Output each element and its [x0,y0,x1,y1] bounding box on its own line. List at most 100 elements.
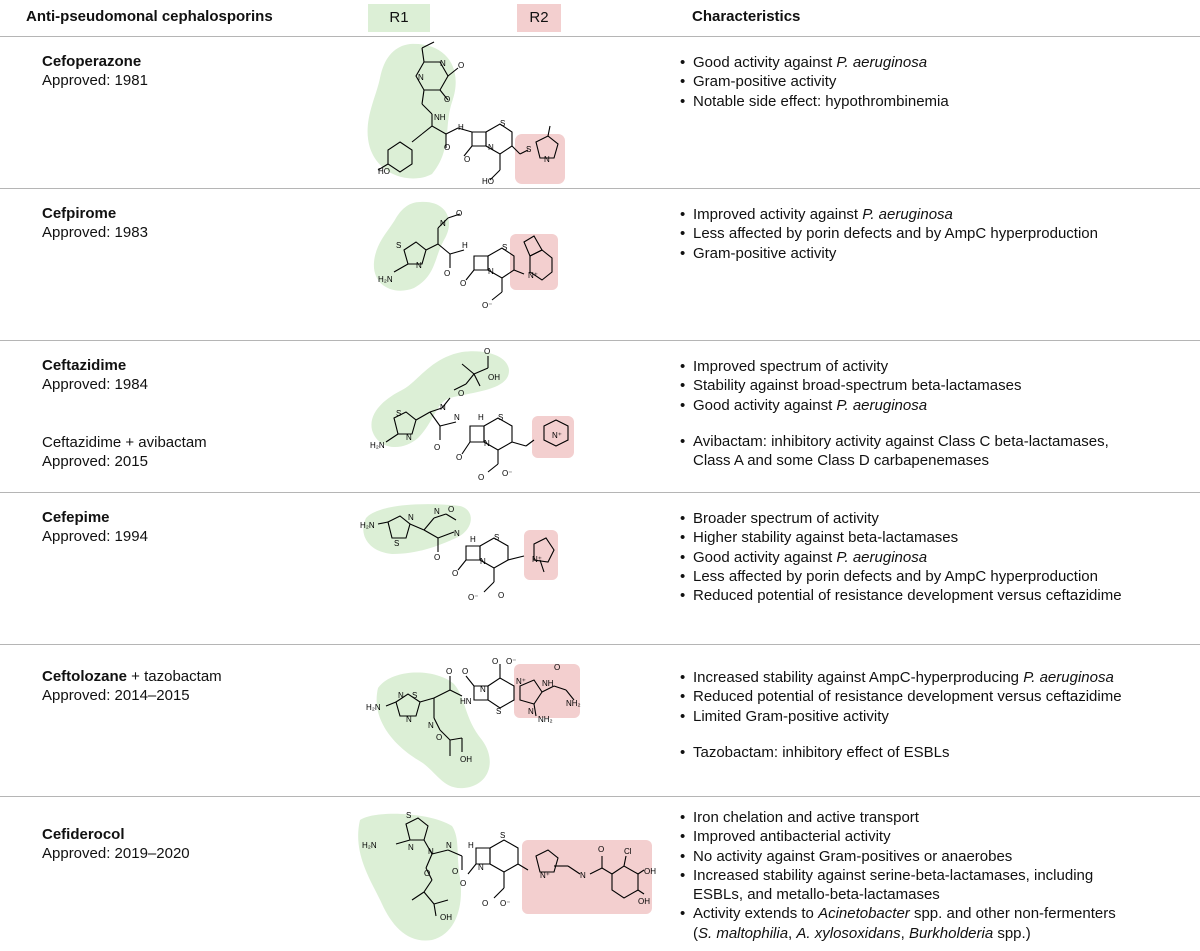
svg-text:HN: HN [460,697,472,706]
list-item: Increased stability against AmpC-hyperpr… [680,668,1122,688]
list-item: Tazobactam: inhibitory effect of ESBLs [680,743,1122,763]
column-header-characteristics: Characteristics [692,8,801,25]
approval-year: Approved: 1994 [42,528,148,545]
list-item: Stability against broad-spectrum beta-la… [680,376,1109,396]
svg-text:HO: HO [482,177,494,186]
svg-text:O: O [458,61,464,70]
svg-text:NH: NH [434,113,446,122]
characteristics-list: Improved activity against P. aeruginosa … [680,205,1098,263]
drug-name: Cefiderocol [42,826,125,843]
list-item: Higher stability against beta-lactamases [680,528,1122,548]
list-item: Improved activity against P. aeruginosa [680,205,1098,225]
list-item: Reduced potential of resistance developm… [680,687,1122,707]
characteristics-list: Broader spectrum of activity Higher stab… [680,509,1122,606]
svg-text:N: N [480,557,486,566]
svg-text:O: O [464,155,470,164]
svg-text:N: N [408,843,414,852]
svg-text:N: N [406,433,412,442]
svg-text:O: O [452,867,458,876]
svg-text:O: O [456,453,462,462]
list-item: No activity against Gram-positives or an… [680,847,1116,867]
drug-name: Cefoperazone [42,53,142,70]
svg-text:H₂N: H₂N [362,841,377,850]
list-item: Less affected by porin defects and by Am… [680,224,1098,244]
svg-text:O: O [554,663,560,672]
svg-text:NH₂: NH₂ [538,715,553,724]
table-row-cefpirome: Cefpirome Approved: 1983 S N H₂N N O O H N S… [0,188,1200,340]
svg-text:S: S [396,241,401,250]
svg-text:O: O [458,389,464,398]
svg-text:O: O [444,143,450,152]
row-divider [0,36,1200,37]
svg-text:O: O [436,733,442,742]
svg-text:N: N [446,841,452,850]
characteristics-list: Improved spectrum of activity Stability … [680,357,1109,470]
svg-text:N: N [418,73,424,82]
table-row-cefiderocol: Cefiderocol Approved: 2019–2020 [0,796,1200,951]
list-item: Iron chelation and active transport [680,808,1116,828]
table-row-cefoperazone: Cefoperazone Approved: 1981 N N O [0,36,1200,188]
svg-text:O: O [478,473,484,482]
svg-text:S: S [500,831,505,840]
table-row-ceftolozane: Ceftolozane + tazobactam Approved: 2014–… [0,644,1200,796]
list-item: Less affected by porin defects and by Am… [680,567,1122,587]
svg-text:H₂N: H₂N [370,441,385,450]
svg-text:N: N [398,691,404,700]
svg-text:N: N [478,863,484,872]
column-header-r1: R1 [368,4,430,32]
svg-text:N: N [434,507,440,516]
svg-text:N⁺: N⁺ [528,271,538,280]
list-item: Good activity against P. aeruginosa [680,396,1109,416]
list-item: Good activity against P. aeruginosa [680,548,1122,568]
drug-name: Cefpirome [42,205,117,222]
svg-text:O: O [444,95,450,104]
svg-text:Cl: Cl [624,847,632,856]
svg-text:N: N [406,715,412,724]
row-divider [0,340,1200,341]
svg-text:O: O [482,899,488,908]
svg-text:N: N [416,261,422,270]
chemical-structure-cefoperazone: N N O O NH HO O H N S O HO S N [367,41,565,186]
table-row-cefepime: Cefepime Approved: 1994 H₂N S N N O O N H N S… [0,492,1200,644]
list-item: Broader spectrum of activity [680,509,1122,529]
svg-text:S: S [406,811,411,820]
svg-text:O: O [492,658,498,666]
svg-text:H: H [468,841,474,850]
svg-text:S: S [496,707,501,716]
svg-text:O⁻: O⁻ [500,899,510,908]
characteristics-list: Good activity against P. aeruginosa Gram… [680,53,949,111]
svg-text:N⁺: N⁺ [516,677,526,686]
combination-approval-year: Approved: 2015 [42,453,148,470]
svg-text:N: N [484,439,490,448]
list-item: Gram-positive activity [680,244,1098,264]
row-divider [0,492,1200,493]
svg-text:S: S [494,533,499,542]
svg-text:N: N [488,143,494,152]
svg-text:S: S [500,119,505,128]
svg-text:H: H [462,241,468,250]
characteristics-list: Iron chelation and active transport Impr… [680,808,1116,943]
chemical-structure-cefpirome: S N H₂N N O O H N S O O⁻ N⁺ [373,201,558,310]
svg-text:N⁺: N⁺ [540,871,550,880]
approval-year: Approved: 2014–2015 [42,687,190,704]
svg-text:NH₂: NH₂ [566,699,581,708]
svg-text:OH: OH [488,373,500,382]
characteristics-list: Increased stability against AmpC-hyperpr… [680,668,1122,762]
svg-text:S: S [502,243,507,252]
svg-text:O: O [424,869,430,878]
svg-text:N: N [580,871,586,880]
list-item: Activity extends to Acinetobacter spp. a… [680,904,1116,943]
approval-year: Approved: 1981 [42,72,148,89]
column-header-cephalosporins: Anti-pseudomonal cephalosporins [26,8,273,25]
drug-name: Cefepime [42,509,110,526]
svg-text:N: N [408,513,414,522]
combination-name: Ceftazidime + avibactam [42,434,207,451]
svg-text:N: N [454,529,460,538]
svg-text:O⁻: O⁻ [468,593,478,602]
chemical-structure-cefiderocol: S H₂N N N O OH N O H N S O O O⁻ N⁺ N O Cl OH OH [358,811,656,941]
list-item: Improved antibacterial activity [680,827,1116,847]
svg-text:N⁺: N⁺ [532,555,542,564]
svg-text:O: O [460,879,466,888]
svg-text:H: H [458,123,464,132]
svg-text:H₂N: H₂N [360,521,375,530]
